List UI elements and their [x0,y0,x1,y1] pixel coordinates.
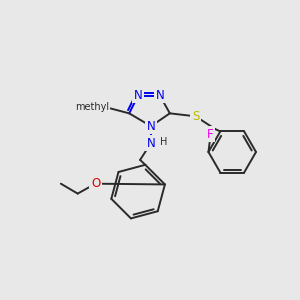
Text: N: N [134,89,142,102]
Text: N: N [147,136,155,150]
Text: N: N [155,89,164,102]
Text: S: S [192,110,199,123]
Text: H: H [160,137,167,147]
Text: F: F [207,128,214,141]
Text: methyl: methyl [75,102,110,112]
Text: O: O [91,177,100,190]
Text: N: N [147,120,155,133]
